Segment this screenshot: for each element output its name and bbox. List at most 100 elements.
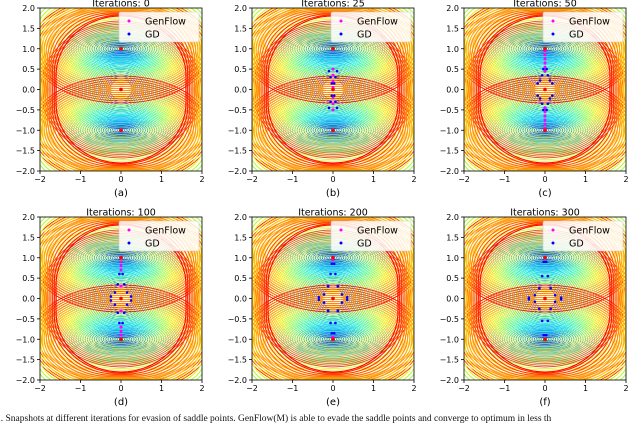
contour-basin <box>252 77 414 171</box>
gd-point <box>116 311 120 315</box>
contour-saddle <box>280 44 386 135</box>
contour-saddle <box>297 59 369 120</box>
y-tick-label: 1.0 <box>22 45 35 54</box>
y-tick-label: −0.5 <box>440 315 459 324</box>
legend-marker <box>127 32 131 36</box>
gd-point <box>546 73 550 77</box>
contour-ring <box>465 8 625 171</box>
gd-point <box>538 97 542 100</box>
contour-saddle <box>311 70 355 109</box>
contour-basin <box>308 121 358 140</box>
gd-point <box>335 106 339 110</box>
contour-saddle <box>87 60 155 119</box>
gd-point <box>542 67 545 71</box>
y-tick-label: 1.0 <box>446 254 459 263</box>
contour-basin <box>520 330 570 349</box>
legend-label: GD <box>569 30 584 41</box>
contour-basin <box>465 8 625 93</box>
contour-ring <box>252 217 414 380</box>
contour-saddle <box>523 279 567 318</box>
gd-point <box>116 282 120 286</box>
optimum-marker <box>119 87 123 92</box>
y-tick-label: −0.5 <box>16 315 35 324</box>
legend-label: GD <box>357 239 372 250</box>
contour-basin <box>464 75 626 171</box>
panel-label: (f) <box>539 397 550 408</box>
data-points <box>317 255 349 342</box>
contour-ring <box>45 8 197 171</box>
contour-basin <box>317 43 349 55</box>
genflow-point <box>543 57 547 61</box>
y-tick-label: −0.5 <box>440 106 459 115</box>
data-points <box>119 46 123 133</box>
contour-basin <box>73 318 169 360</box>
y-tick-label: 0.5 <box>446 274 459 283</box>
genflow-point <box>119 309 123 313</box>
contour-basin <box>497 318 593 360</box>
x-tick-label: −2 <box>246 175 258 184</box>
contour-basin <box>464 8 626 104</box>
gd-point <box>125 291 129 294</box>
contour-basin <box>464 291 626 380</box>
contour-saddle <box>311 279 355 318</box>
y-tick-label: −0.5 <box>16 106 35 115</box>
gd-point <box>549 287 552 290</box>
gd-point <box>538 287 541 290</box>
gd-point <box>330 262 334 266</box>
chart-panel-3: −2 −1 0 1 2 2.0 1.5 1.0 0.5 0.0 −0.5 −1.0 −1.5 −2.0 It… <box>16 208 205 409</box>
gd-point <box>548 79 552 82</box>
contour-basin <box>464 82 626 171</box>
contour-basin <box>40 8 202 104</box>
contour-basin <box>40 217 202 304</box>
y-tick-label: −1.0 <box>16 335 35 344</box>
contour-basin <box>252 291 414 380</box>
gd-point <box>332 331 336 335</box>
genflow-point <box>119 333 123 337</box>
gd-point <box>540 274 544 278</box>
contour-outer <box>40 8 202 171</box>
y-tick-label: 0.5 <box>234 274 247 283</box>
x-tick-label: −2 <box>458 384 470 393</box>
contour-basin <box>529 333 561 345</box>
gd-point <box>538 307 541 310</box>
optimum-marker <box>119 255 123 260</box>
gd-point <box>113 291 117 294</box>
contour-basin <box>464 84 626 171</box>
contour-basin <box>252 293 414 380</box>
contour-saddle <box>492 253 598 344</box>
optimum-marker <box>543 46 547 51</box>
contour-saddle <box>85 59 157 120</box>
data-points <box>327 46 339 133</box>
data-points <box>109 255 133 342</box>
genflow-point <box>543 106 547 110</box>
contour-basin <box>495 317 595 362</box>
gd-point <box>326 284 330 288</box>
legend-box <box>330 11 412 43</box>
gd-point <box>540 319 544 323</box>
contour-basin <box>506 323 584 355</box>
contour-basin <box>84 116 158 145</box>
genflow-point <box>119 260 123 264</box>
genflow-point <box>543 118 547 122</box>
x-tick-label: 0 <box>542 384 547 393</box>
contour-ring <box>469 217 621 380</box>
y-tick-label: 0.0 <box>234 86 247 95</box>
y-tick-label: −1.5 <box>440 356 459 365</box>
gd-point <box>129 295 133 298</box>
legend-box <box>330 220 412 252</box>
contour-basin <box>40 77 202 171</box>
gd-point <box>317 295 321 299</box>
contour-basin <box>464 288 626 380</box>
panel-label: (c) <box>538 188 551 199</box>
legend-marker <box>127 19 131 23</box>
legend-marker <box>339 32 343 36</box>
y-tick-label: 1.5 <box>446 24 459 33</box>
contour-basin <box>529 252 561 264</box>
contour-basin <box>294 114 372 146</box>
y-tick-label: −2.0 <box>440 167 459 176</box>
contour-saddle <box>68 253 174 344</box>
contour-basin <box>57 307 185 371</box>
optimum-marker <box>543 337 547 342</box>
contour-outer <box>464 8 626 171</box>
contour-basin <box>464 8 626 102</box>
